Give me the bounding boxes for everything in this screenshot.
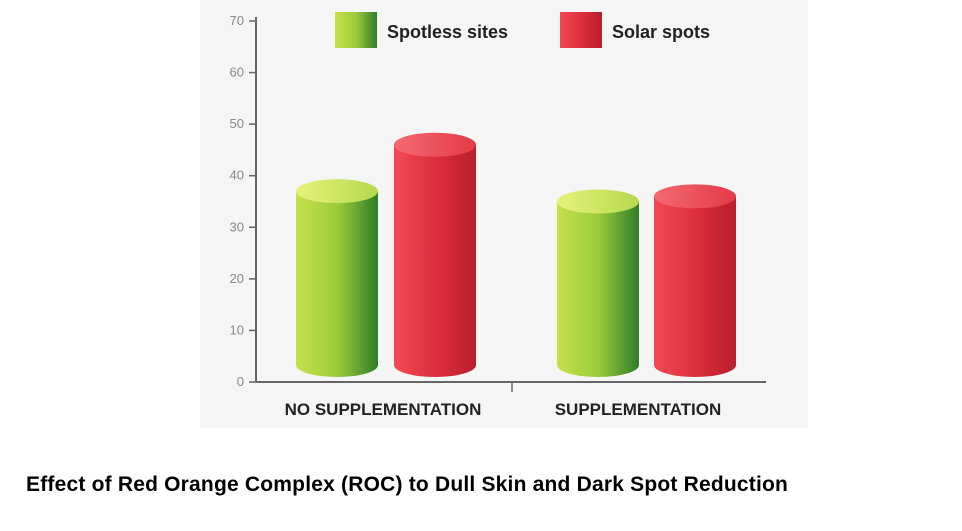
y-tick-label: 0 [237, 374, 244, 389]
y-tick-label: 30 [230, 219, 244, 234]
y-tick-label: 20 [230, 271, 244, 286]
bar-top [654, 184, 736, 209]
legend-label: Spotless sites [387, 22, 508, 42]
bar-chart: Spotless sites Solar spots 0 10 20 30 40 50 60 7… [230, 12, 766, 419]
bar [654, 184, 736, 377]
bar-body [296, 191, 378, 377]
bar-body [557, 201, 639, 377]
bar-top [557, 189, 639, 214]
legend-swatch [560, 12, 602, 48]
bar-body [394, 144, 476, 377]
bar-body [654, 196, 736, 377]
bar-top [394, 132, 476, 157]
bar-top [296, 179, 378, 204]
y-tick-label: 40 [230, 168, 244, 183]
y-tick-label: 70 [230, 13, 244, 28]
x-category-label: SUPPLEMENTATION [555, 400, 722, 419]
legend: Spotless sites Solar spots [335, 12, 710, 48]
bar [557, 189, 639, 377]
legend-item: Spotless sites [335, 12, 508, 48]
y-tick-label: 10 [230, 322, 244, 337]
bar [394, 132, 476, 377]
legend-swatch [335, 12, 377, 48]
y-tick-label: 50 [230, 116, 244, 131]
legend-item: Solar spots [560, 12, 710, 48]
bar [296, 179, 378, 377]
x-category-label: NO SUPPLEMENTATION [285, 400, 482, 419]
legend-label: Solar spots [612, 22, 710, 42]
chart-panel: Spotless sites Solar spots 0 10 20 30 40 50 60 7… [200, 0, 808, 428]
y-tick-label: 60 [230, 65, 244, 80]
bars [296, 132, 736, 377]
figure-caption: Effect of Red Orange Complex (ROC) to Du… [26, 473, 789, 496]
